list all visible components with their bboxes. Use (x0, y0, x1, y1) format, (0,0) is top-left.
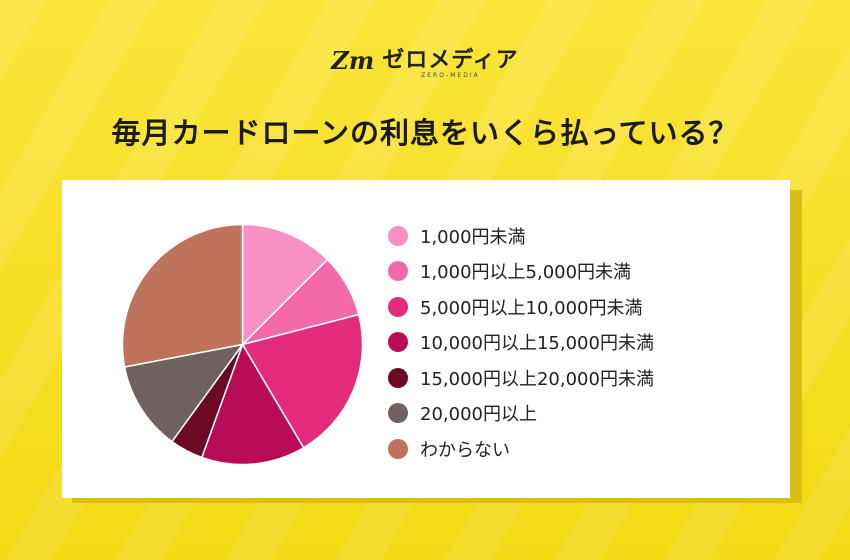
legend-item: 5,000円以上10,000円未満 (388, 289, 654, 325)
pie-slice-2 (241, 313, 364, 449)
legend-item: 1,000円未満 (388, 218, 654, 254)
legend-item: 10,000円以上15,000円未満 (388, 325, 654, 361)
legend-swatch-icon (388, 367, 408, 388)
logo-mark-icon: Zm (331, 46, 375, 75)
logo-text-group: ゼロメディア ZERO-MEDIA (382, 42, 518, 79)
logo-text: ゼロメディア (382, 48, 519, 73)
legend-label: 1,000円未満 (420, 226, 526, 248)
pie-chart (121, 223, 364, 466)
pie-slice-5 (123, 343, 245, 443)
page-title: 毎月カードローンの利息をいくら払っている？ (111, 116, 739, 150)
legend-swatch-icon (388, 332, 408, 353)
legend-label: わからない (420, 439, 510, 461)
pie-slice-0 (241, 223, 329, 347)
chart-legend: 1,000円未満 1,000円以上5,000円未満 5,000円以上10,000円未… (388, 218, 654, 467)
pie-slice-6 (121, 223, 244, 368)
legend-label: 20,000円以上 (420, 404, 537, 426)
legend-item: 20,000円以上 (388, 396, 654, 432)
legend-swatch-icon (388, 438, 408, 459)
legend-label: 15,000円以上20,000円未満 (420, 368, 654, 390)
legend-label: 10,000円以上15,000円未満 (420, 333, 654, 355)
logo-subtext: ZERO-MEDIA (421, 72, 480, 79)
pie-slice-3 (200, 342, 305, 466)
legend-swatch-icon (388, 403, 408, 424)
brand-logo: Zm ゼロメディア ZERO-MEDIA (0, 42, 850, 79)
legend-item: 15,000円以上20,000円未満 (388, 360, 654, 396)
legend-label: 5,000円以上10,000円未満 (420, 297, 643, 319)
legend-item: わからない (388, 431, 654, 467)
legend-swatch-icon (388, 296, 408, 317)
legend-item: 1,000円以上5,000円未満 (388, 254, 654, 290)
legend-swatch-icon (388, 225, 408, 246)
legend-label: 1,000円以上5,000円未満 (420, 262, 632, 284)
legend-swatch-icon (388, 261, 408, 282)
